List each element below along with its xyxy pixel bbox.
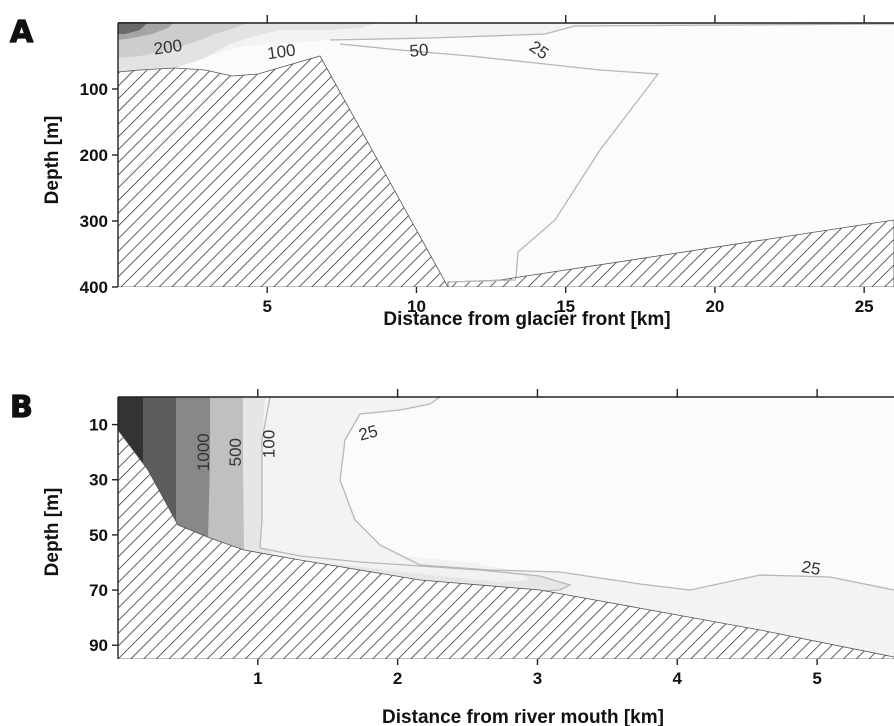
- panel-b-contour-label: 1000: [194, 433, 213, 471]
- panel-a-xlabel: Distance from glacier front [km]: [383, 309, 670, 330]
- panel-a-y-tick-label: 200: [80, 146, 108, 165]
- panel-b-contour-25-upper: [339, 397, 894, 591]
- panel-a-contour-label: 100: [266, 40, 297, 63]
- panel-a-contour-50: [329, 23, 894, 41]
- panel-b-ylabel: Depth [m]: [42, 488, 63, 577]
- panel-a-contour-label: 50: [409, 40, 430, 61]
- panel-b-ticks: 1 2 3 4 5 10 30 50 70 90: [89, 389, 822, 688]
- panel-a-fill-25: [118, 22, 894, 70]
- panel-b-plot-area: [118, 397, 894, 659]
- panel-a-x-tick-label: 25: [855, 297, 874, 316]
- panel-a-seabed: [118, 55, 449, 287]
- panel-b-x-tick-label: 2: [393, 669, 402, 688]
- panel-b-contour-label: 100: [260, 430, 279, 458]
- panel-b-contour-label: 25: [800, 557, 822, 579]
- panel-b-contour-label: 25: [357, 421, 380, 444]
- panel-b-y-tick-label: 50: [89, 526, 108, 545]
- panel-b-contour-label: 500: [226, 438, 245, 466]
- panel-a-contour-ledge: [449, 277, 517, 283]
- panel-a-x-tick-label: 5: [262, 297, 271, 316]
- panel-a-contour-label: 200: [153, 36, 184, 59]
- panel-a-plot-area: [118, 22, 894, 287]
- panel-b-x-tick-label: 4: [673, 669, 683, 688]
- panel-a-y-tick-label: 300: [80, 212, 108, 231]
- panel-b-y-tick-label: 70: [89, 581, 108, 600]
- panel-b-x-tick-label: 1: [253, 669, 262, 688]
- panel-b-contour-100: [259, 397, 572, 593]
- panel-a-x-tick-label: 20: [705, 297, 724, 316]
- panel-a-x-tick-label: 10: [407, 297, 426, 316]
- panel-b-y-tick-label: 30: [89, 471, 108, 490]
- panel-b-seabed: [118, 429, 894, 659]
- panel-b-y-tick-label: 10: [89, 416, 108, 435]
- panel-a-y-tick-label: 400: [80, 278, 108, 297]
- panel-a-letter: A: [10, 15, 34, 50]
- panel-b-contour-labels: 1000 500 100 25 25: [194, 421, 822, 579]
- panel-a-fill-core: [118, 22, 148, 34]
- panel-b-x-tick-label: 3: [533, 669, 542, 688]
- panel-a-ticks: 5 10 15 20 25 100 200 300 400: [80, 15, 874, 316]
- panel-b-letter: B: [10, 390, 33, 425]
- panel-b-x-tick-label: 5: [812, 669, 821, 688]
- panel-a: A 5 10 15 20 25 100 200 300 400 Distance from gl…: [9, 14, 894, 330]
- panel-a-contour-25: [339, 43, 660, 279]
- panel-a-x-tick-label: 15: [556, 297, 575, 316]
- panel-b-y-tick-label: 90: [89, 636, 108, 655]
- panel-b-xlabel: Distance from river mouth [km]: [382, 707, 664, 726]
- panel-a-ylabel: Depth [m]: [42, 116, 63, 205]
- panel-a-y-tick-label: 100: [80, 80, 108, 99]
- panel-a-seabed-right: [447, 219, 894, 287]
